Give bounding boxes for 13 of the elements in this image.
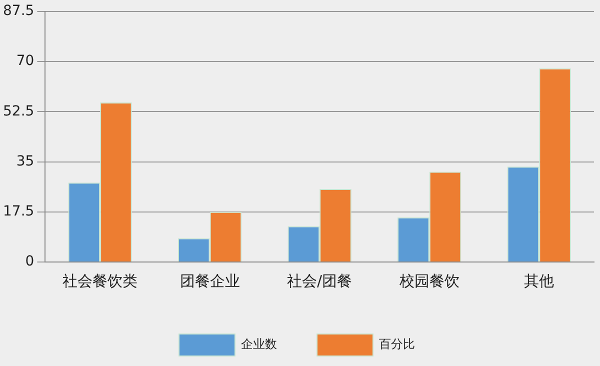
x-tick-label: 团餐企业 xyxy=(180,272,240,290)
x-tick-label: 校园餐饮 xyxy=(398,272,460,290)
y-tick-label: 87.5 xyxy=(3,3,34,20)
legend-label: 企业数 xyxy=(241,337,277,352)
x-tick-label: 社会餐饮类 xyxy=(62,272,138,290)
y-tick-label: 0 xyxy=(25,254,34,270)
x-tick-label: 社会/团餐 xyxy=(287,272,352,290)
legend-label: 百分比 xyxy=(379,337,415,352)
y-tick-label: 35 xyxy=(16,153,34,170)
y-tick-label: 52.5 xyxy=(3,103,34,120)
y-tick-label: 70 xyxy=(16,53,34,70)
y-tick-label: 17.5 xyxy=(3,204,34,220)
x-tick-label: 其他 xyxy=(524,272,554,290)
